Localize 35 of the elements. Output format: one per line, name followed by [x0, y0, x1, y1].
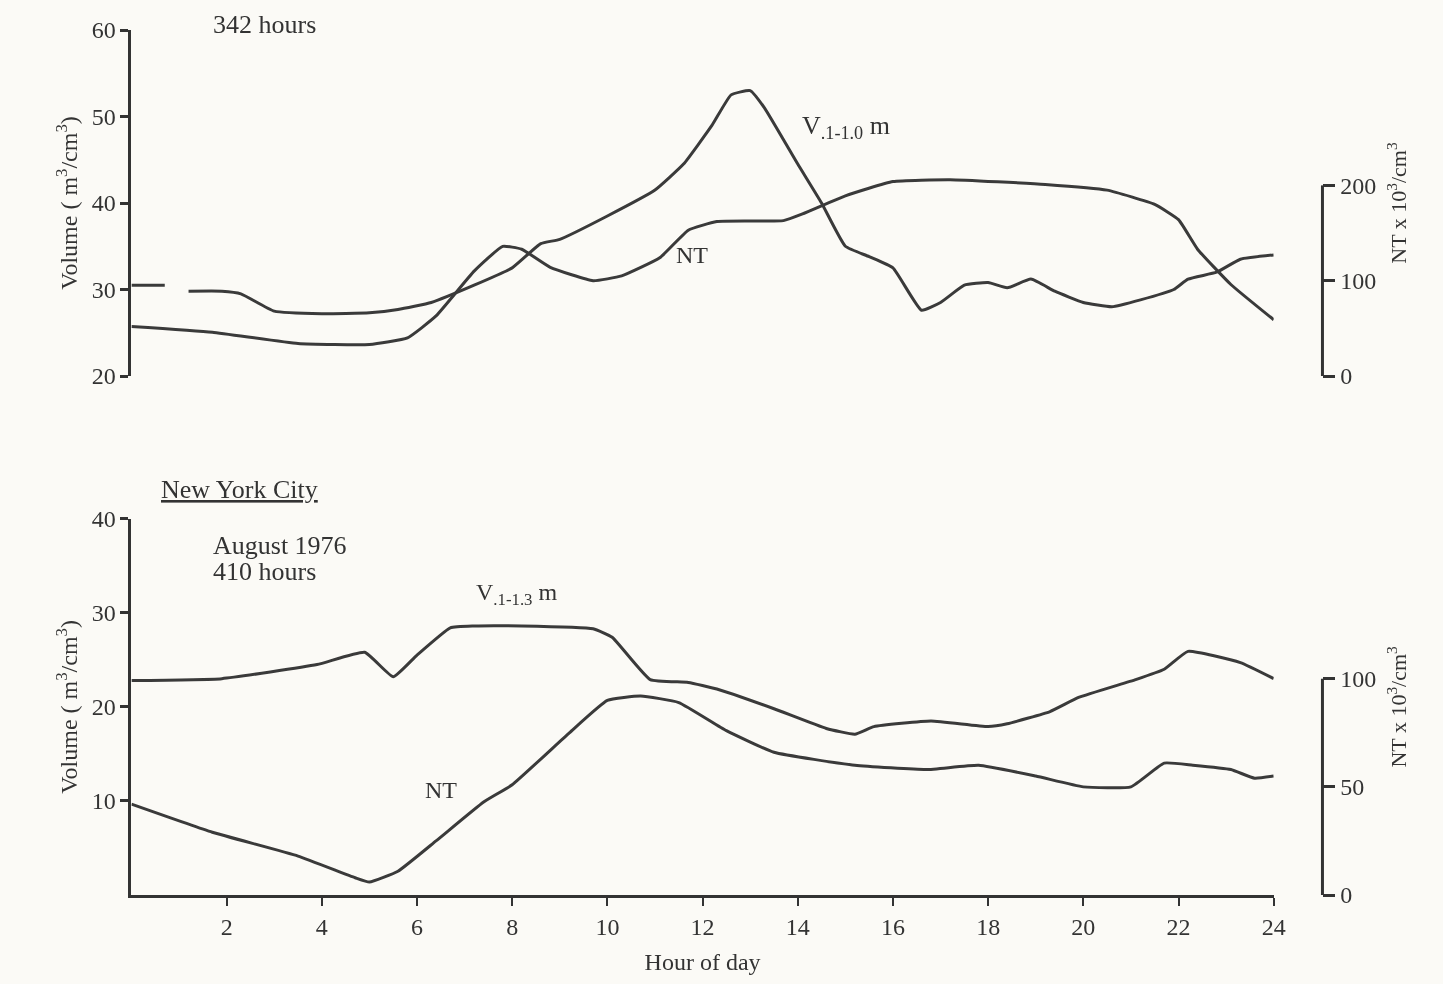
x-tick-label: 22	[1166, 913, 1191, 940]
x-tick-label: 24	[1261, 913, 1286, 940]
x-tick-label: 20	[1071, 913, 1096, 940]
y2-tick-label: 100	[1340, 268, 1377, 295]
y2-tick-label: 0	[1340, 882, 1353, 909]
y2-tick-label: 100	[1340, 666, 1377, 693]
x-tick-label: 18	[976, 913, 1001, 940]
y-tick-label: 10	[91, 788, 116, 815]
chart-title: New York City	[161, 475, 318, 504]
y2-tick-label: 200	[1340, 172, 1377, 199]
y-tick-label: 40	[91, 506, 116, 533]
y-tick-label: 40	[91, 190, 116, 217]
y-tick-label: 50	[91, 103, 116, 130]
y2-tick-label: 0	[1340, 363, 1353, 390]
annotation: NT	[676, 242, 709, 268]
y2-tick-label: 50	[1340, 774, 1365, 801]
y-tick-label: 30	[91, 600, 116, 627]
y-tick-label: 60	[91, 17, 116, 44]
x-tick-label: 2	[220, 913, 233, 940]
annotation: 342 hours	[213, 10, 317, 39]
annotation: V$_{.1-1.3}$ m	[476, 579, 558, 610]
x-tick-label: 6	[411, 913, 424, 940]
annotation: August 1976	[213, 531, 347, 560]
y-tick-label: 30	[91, 276, 116, 303]
x-axis-title: Hour of day	[644, 949, 761, 976]
x-tick-label: 14	[785, 913, 810, 940]
x-tick-label: 10	[595, 913, 620, 940]
y-tick-label: 20	[91, 363, 116, 390]
y-tick-label: 20	[91, 694, 116, 721]
x-tick-label: 12	[690, 913, 715, 940]
annotation: V$_{.1-1.0}$ m	[802, 111, 890, 144]
x-tick-label: 8	[506, 913, 519, 940]
x-tick-label: 16	[880, 913, 905, 940]
annotation: NT	[425, 777, 458, 803]
x-tick-label: 4	[315, 913, 328, 940]
